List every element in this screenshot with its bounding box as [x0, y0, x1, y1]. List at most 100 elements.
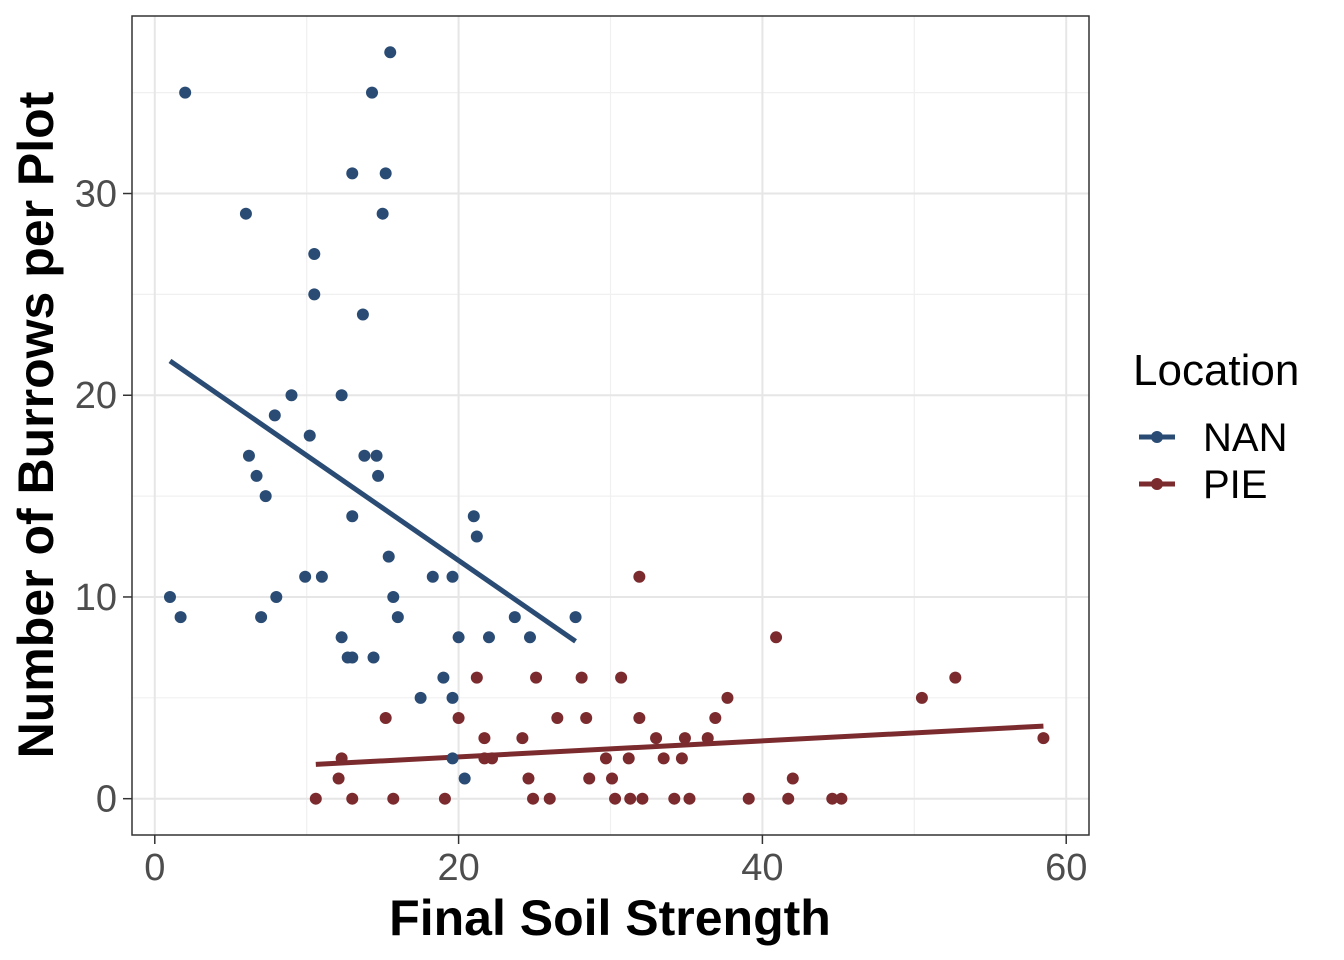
data-point-pie — [782, 792, 795, 805]
data-point-pie — [683, 792, 696, 805]
y-tick-label: 0 — [96, 779, 117, 821]
data-point-nan — [315, 570, 328, 583]
legend-key-point-nan — [1151, 431, 1163, 443]
data-point-pie — [609, 792, 622, 805]
data-point-nan — [270, 590, 283, 603]
legend-label-nan: NAN — [1203, 416, 1287, 460]
data-point-nan — [446, 691, 459, 704]
data-point-pie — [346, 792, 359, 805]
data-point-nan — [268, 409, 281, 422]
data-point-nan — [470, 530, 483, 543]
data-point-nan — [569, 611, 582, 624]
data-point-pie — [543, 792, 556, 805]
data-point-pie — [486, 752, 499, 765]
data-point-nan — [426, 570, 439, 583]
data-point-pie — [583, 772, 596, 785]
data-point-nan — [346, 167, 359, 180]
data-point-nan — [367, 651, 380, 664]
data-point-nan — [370, 449, 383, 462]
data-point-pie — [633, 712, 646, 724]
data-point-pie — [742, 792, 755, 805]
data-point-nan — [508, 611, 521, 624]
data-point-pie — [599, 752, 612, 765]
data-point-pie — [636, 792, 649, 805]
data-point-nan — [376, 207, 389, 220]
data-point-nan — [391, 611, 404, 624]
data-point-pie — [835, 792, 848, 805]
legend-title: Location — [1133, 346, 1299, 395]
data-point-pie — [332, 772, 345, 785]
data-point-nan — [482, 631, 495, 644]
legend-label-pie: PIE — [1203, 463, 1267, 507]
data-point-nan — [384, 46, 397, 59]
data-point-nan — [242, 449, 255, 462]
data-point-pie — [527, 792, 540, 805]
data-point-nan — [356, 308, 369, 321]
data-point-nan — [308, 248, 321, 261]
data-point-pie — [452, 712, 465, 724]
data-point-pie — [387, 792, 400, 805]
data-point-pie — [438, 792, 451, 805]
trend-line-nan — [168, 358, 577, 644]
x-tick-label: 40 — [741, 847, 783, 889]
data-point-pie — [709, 712, 722, 724]
data-point-nan — [382, 550, 395, 563]
data-point-pie — [657, 752, 670, 765]
data-point-pie — [668, 792, 681, 805]
data-point-pie — [575, 671, 588, 684]
x-axis: 0 20 40 60 — [144, 835, 1087, 889]
data-point-pie — [379, 712, 392, 724]
data-point-pie — [675, 752, 688, 765]
x-tick-label: 0 — [144, 847, 165, 889]
data-point-pie — [721, 691, 734, 704]
x-tick-label: 60 — [1045, 847, 1087, 889]
data-point-nan — [335, 389, 348, 402]
data-point-pie — [949, 671, 962, 684]
data-point-nan — [346, 510, 359, 523]
trend-lines — [168, 358, 1044, 767]
data-point-pie — [650, 732, 663, 745]
data-point-pie — [915, 691, 928, 704]
data-point-nan — [467, 510, 480, 523]
x-tick-label: 20 — [437, 847, 479, 889]
data-point-nan — [255, 611, 268, 624]
trend-line-pie — [315, 723, 1044, 767]
minor-gridlines — [132, 16, 1089, 835]
data-point-nan — [366, 86, 379, 99]
legend-key-point-pie — [1151, 478, 1163, 490]
y-axis-title: Number of Burrows per Plot — [8, 91, 64, 758]
data-point-pie — [606, 772, 619, 785]
data-point-nan — [446, 570, 459, 583]
data-point-nan — [303, 429, 316, 442]
data-point-nan — [239, 207, 252, 220]
x-axis-title: Final Soil Strength — [389, 890, 831, 946]
data-point-nan — [259, 490, 272, 503]
data-point-nan — [458, 772, 471, 785]
data-point-pie — [522, 772, 535, 785]
data-point-pie — [516, 732, 529, 745]
plot-panel-border — [131, 15, 1090, 836]
data-point-pie — [580, 712, 593, 724]
data-point-pie — [470, 671, 483, 684]
data-point-nan — [387, 590, 400, 603]
data-point-pie — [786, 772, 799, 785]
data-point-pie — [615, 671, 628, 684]
data-point-pie — [624, 792, 637, 805]
y-tick-label: 20 — [75, 375, 117, 417]
data-point-pie — [551, 712, 564, 724]
data-point-nan — [372, 469, 385, 482]
data-point-nan — [346, 651, 359, 664]
data-point-nan — [446, 752, 459, 765]
data-point-pie — [826, 792, 839, 805]
data-point-pie — [770, 631, 783, 644]
data-point-nan — [437, 671, 450, 684]
data-points — [163, 46, 1050, 805]
data-point-nan — [414, 691, 427, 704]
data-point-nan — [285, 389, 298, 402]
data-point-pie — [478, 732, 491, 745]
y-axis: 0 10 20 30 — [75, 174, 132, 821]
data-point-nan — [523, 631, 536, 644]
y-tick-label: 30 — [75, 174, 117, 216]
